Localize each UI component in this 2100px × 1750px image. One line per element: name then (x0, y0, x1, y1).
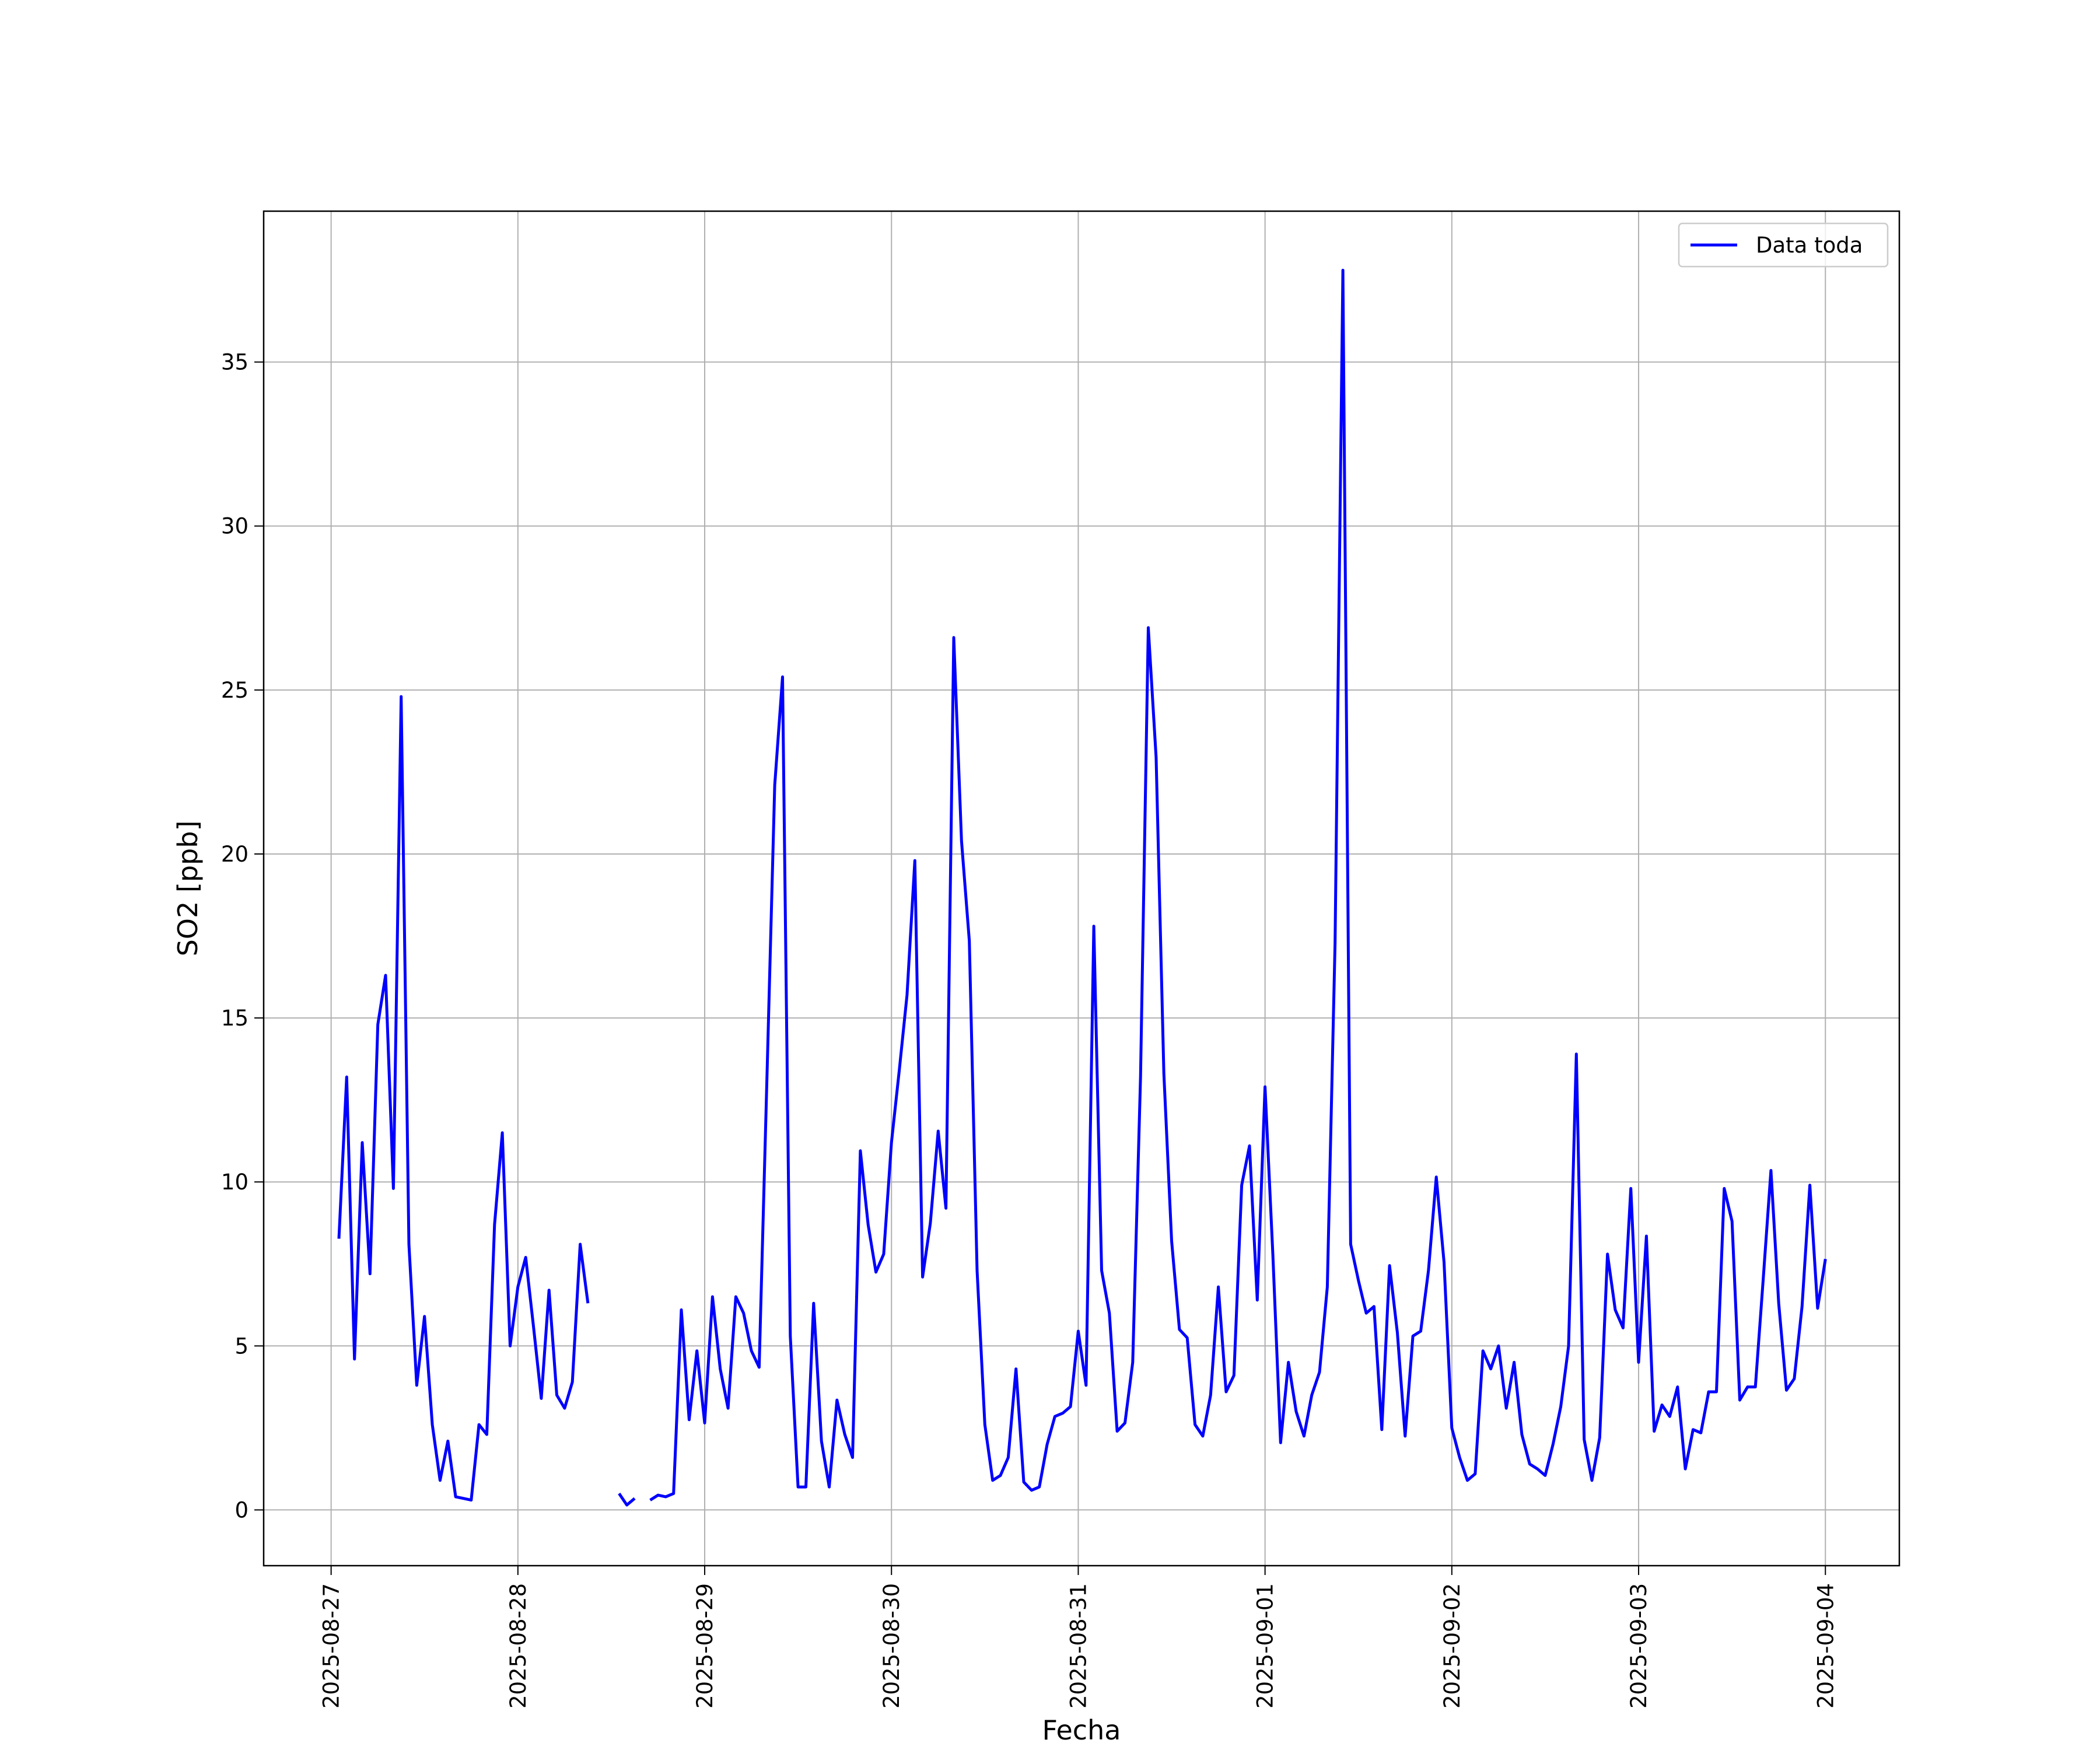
y-tick-label: 5 (235, 1334, 249, 1359)
y-tick-label: 15 (221, 1006, 249, 1031)
y-tick-label: 30 (221, 514, 249, 539)
x-tick-label: 2025-09-04 (1813, 1583, 1838, 1709)
x-tick-label: 2025-08-30 (879, 1583, 904, 1709)
x-tick-label: 2025-08-31 (1066, 1583, 1091, 1709)
x-tick-label: 2025-09-02 (1440, 1583, 1465, 1709)
ticks: 2025-08-27 2025-08-28 2025-08-29 2025-08-30… (221, 350, 1838, 1709)
x-tick-label: 2025-08-29 (692, 1583, 718, 1709)
x-tick-label: 2025-09-01 (1253, 1583, 1278, 1709)
y-axis-label: SO2 [ppb] (172, 821, 204, 957)
x-tick-label: 2025-08-28 (506, 1583, 531, 1709)
series-lines (337, 268, 1827, 1507)
series-line-segment (337, 695, 590, 1502)
y-tick-label: 20 (221, 842, 249, 867)
series-line-segment (618, 1492, 636, 1507)
y-tick-label: 10 (221, 1170, 249, 1195)
x-axis-label: Fecha (1042, 1714, 1121, 1746)
legend-label: Data toda (1756, 233, 1863, 258)
legend-box (1678, 222, 1889, 268)
x-tick-label: 2025-09-03 (1626, 1583, 1651, 1709)
series-line-segment (649, 268, 1827, 1502)
axes-frame (262, 210, 1901, 1567)
y-tick-label: 25 (221, 678, 249, 703)
legend: Data toda (1678, 222, 1889, 268)
y-tick-label: 35 (221, 350, 249, 375)
x-tick-label: 2025-08-27 (319, 1583, 344, 1709)
y-tick-label: 0 (235, 1497, 249, 1522)
